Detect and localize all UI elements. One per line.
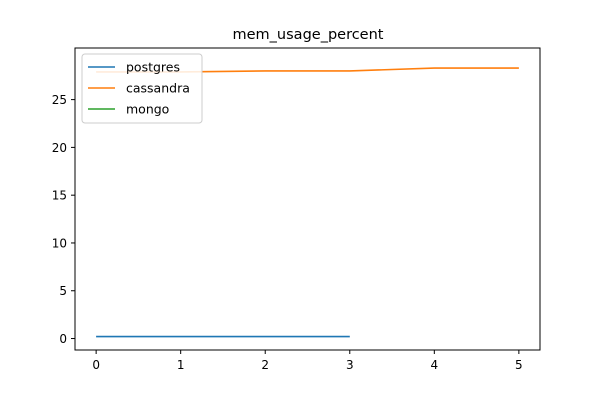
- x-tick-label: 5: [515, 358, 523, 372]
- x-axis: 0 1 2 3 4 5: [92, 350, 523, 372]
- chart-title: mem_usage_percent: [233, 27, 384, 43]
- x-tick-label: 1: [177, 358, 185, 372]
- legend: postgres cassandra mongo: [81, 53, 203, 124]
- y-tick-label: 5: [59, 284, 67, 298]
- y-tick-label: 20: [52, 141, 67, 155]
- y-tick-label: 25: [52, 93, 67, 107]
- legend-label-mongo: mongo: [126, 102, 169, 117]
- x-tick-label: 0: [92, 358, 100, 372]
- y-tick-label: 10: [52, 236, 67, 250]
- x-tick-label: 2: [261, 358, 269, 372]
- legend-label-cassandra: cassandra: [126, 81, 190, 96]
- x-tick-label: 4: [430, 358, 438, 372]
- y-tick-label: 15: [52, 189, 67, 203]
- y-axis: 0 5 10 15 20 25: [52, 93, 75, 346]
- x-tick-label: 3: [346, 358, 354, 372]
- legend-label-postgres: postgres: [126, 60, 180, 75]
- y-tick-label: 0: [59, 332, 67, 346]
- legend-box: [81, 53, 203, 124]
